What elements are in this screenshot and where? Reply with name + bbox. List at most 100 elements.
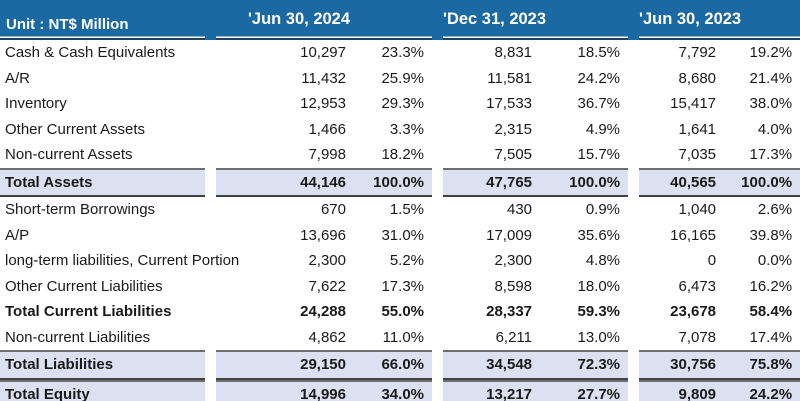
value-cell: 9,809 xyxy=(639,379,723,401)
value-cell: 7,998 xyxy=(216,142,352,168)
table-body: Cash & Cash Equivalents 10,297 23.3% 8,8… xyxy=(0,40,800,401)
percent-cell: 34.0% xyxy=(352,379,433,401)
value-cell: 13,217 xyxy=(443,379,539,401)
percent-cell: 17.4% xyxy=(722,324,800,350)
percent-cell: 17.3% xyxy=(352,273,433,299)
percent-cell: 55.0% xyxy=(352,299,433,325)
value-cell: 0 xyxy=(639,248,723,274)
percent-cell: 36.7% xyxy=(538,91,629,117)
value-cell: 1,466 xyxy=(216,116,352,142)
row-label: A/R xyxy=(0,65,205,91)
row-label: Non-current Liabilities xyxy=(0,324,205,350)
period-header-jun-2024: 'Jun 30, 2024 xyxy=(216,0,433,40)
percent-cell: 24.2% xyxy=(722,379,800,401)
column-spacer xyxy=(205,0,216,40)
value-cell: 16,165 xyxy=(639,222,723,248)
table-row-inventory: Inventory 12,953 29.3% 17,533 36.7% 15,4… xyxy=(0,91,800,117)
value-cell: 29,150 xyxy=(216,350,352,380)
column-spacer xyxy=(205,379,216,401)
column-spacer xyxy=(628,91,640,117)
percent-cell: 18.2% xyxy=(352,142,433,168)
row-label: Cash & Cash Equivalents xyxy=(0,40,205,66)
header-row: Unit : NT$ Million 'Jun 30, 2024 'Dec 31… xyxy=(0,0,800,40)
column-spacer xyxy=(432,142,444,168)
percent-cell: 66.0% xyxy=(352,350,433,380)
column-spacer xyxy=(205,167,216,197)
column-spacer xyxy=(432,324,444,350)
row-label: Total Assets xyxy=(0,167,205,197)
row-label: Other Current Assets xyxy=(0,116,205,142)
table-row-long-term-liabilities-current: long-term liabilities, Current Portion 2… xyxy=(0,248,800,274)
column-spacer xyxy=(205,91,216,117)
table-row-cash: Cash & Cash Equivalents 10,297 23.3% 8,8… xyxy=(0,40,800,66)
column-spacer xyxy=(432,248,444,274)
percent-cell: 100.0% xyxy=(538,167,629,197)
column-spacer xyxy=(628,142,640,168)
value-cell: 11,432 xyxy=(216,65,352,91)
value-cell: 7,078 xyxy=(639,324,723,350)
table-row-non-current-liabilities: Non-current Liabilities 4,862 11.0% 6,21… xyxy=(0,324,800,350)
percent-cell: 0.0% xyxy=(722,248,800,274)
percent-cell: 3.3% xyxy=(352,116,433,142)
table-row-total-assets: Total Assets 44,146 100.0% 47,765 100.0%… xyxy=(0,167,800,197)
value-cell: 10,297 xyxy=(216,40,352,66)
table-row-total-current-liabilities: Total Current Liabilities 24,288 55.0% 2… xyxy=(0,299,800,325)
column-spacer xyxy=(628,350,640,380)
column-spacer xyxy=(628,65,640,91)
column-spacer xyxy=(205,350,216,380)
column-spacer xyxy=(205,197,216,223)
column-spacer xyxy=(205,299,216,325)
row-label: long-term liabilities, Current Portion xyxy=(0,248,239,274)
period-header-dec-2023: 'Dec 31, 2023 xyxy=(443,0,629,40)
period-header-jun-2023: 'Jun 30, 2023 xyxy=(639,0,800,40)
table-row-other-current-liabilities: Other Current Liabilities 7,622 17.3% 8,… xyxy=(0,273,800,299)
table-row-total-liabilities: Total Liabilities 29,150 66.0% 34,548 72… xyxy=(0,350,800,380)
column-spacer xyxy=(432,273,444,299)
column-spacer xyxy=(432,116,444,142)
value-cell: 14,996 xyxy=(216,379,352,401)
table-row-ar: A/R 11,432 25.9% 11,581 24.2% 8,680 21.4… xyxy=(0,65,800,91)
percent-cell: 35.6% xyxy=(538,222,629,248)
column-spacer xyxy=(432,91,444,117)
percent-cell: 5.2% xyxy=(352,248,433,274)
column-spacer xyxy=(205,273,216,299)
value-cell: 15,417 xyxy=(639,91,723,117)
row-label: A/P xyxy=(0,222,205,248)
value-cell: 7,035 xyxy=(639,142,723,168)
value-cell: 8,598 xyxy=(443,273,539,299)
column-spacer xyxy=(628,248,640,274)
value-cell: 430 xyxy=(443,197,539,223)
column-spacer xyxy=(205,40,216,66)
percent-cell: 1.5% xyxy=(352,197,433,223)
percent-cell: 13.0% xyxy=(538,324,629,350)
value-cell: 7,505 xyxy=(443,142,539,168)
column-spacer xyxy=(628,40,640,66)
row-label: Total Current Liabilities xyxy=(0,299,205,325)
unit-label: Unit : NT$ Million xyxy=(0,0,205,40)
row-label: Other Current Liabilities xyxy=(0,273,205,299)
table-row-other-current-assets: Other Current Assets 1,466 3.3% 2,315 4.… xyxy=(0,116,800,142)
percent-cell: 24.2% xyxy=(538,65,629,91)
value-cell: 8,680 xyxy=(639,65,723,91)
column-spacer xyxy=(432,379,444,401)
column-spacer xyxy=(432,299,444,325)
value-cell: 17,009 xyxy=(443,222,539,248)
column-spacer xyxy=(432,167,444,197)
percent-cell: 18.0% xyxy=(538,273,629,299)
value-cell: 2,300 xyxy=(443,248,539,274)
percent-cell: 21.4% xyxy=(722,65,800,91)
column-spacer xyxy=(432,350,444,380)
value-cell: 24,288 xyxy=(216,299,352,325)
percent-cell: 31.0% xyxy=(352,222,433,248)
percent-cell: 75.8% xyxy=(722,350,800,380)
column-spacer xyxy=(628,197,640,223)
value-cell: 13,696 xyxy=(216,222,352,248)
value-cell: 28,337 xyxy=(443,299,539,325)
table-row-ap: A/P 13,696 31.0% 17,009 35.6% 16,165 39.… xyxy=(0,222,800,248)
column-spacer xyxy=(205,65,216,91)
percent-cell: 29.3% xyxy=(352,91,433,117)
percent-cell: 4.8% xyxy=(538,248,629,274)
percent-cell: 100.0% xyxy=(352,167,433,197)
percent-cell: 58.4% xyxy=(722,299,800,325)
